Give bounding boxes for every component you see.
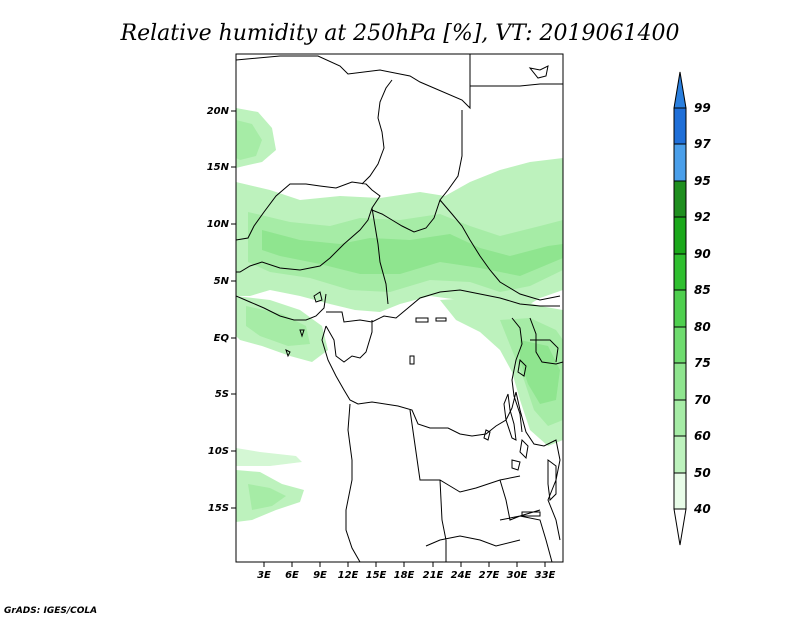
- lat-label: 15N: [207, 162, 230, 173]
- colorbar-bin-92-95: [673, 180, 687, 218]
- colorbar-bin-40-50: [673, 472, 687, 510]
- colorbar-label: 95: [694, 174, 711, 188]
- lake-outlines: [483, 358, 557, 502]
- map-title: Relative humidity at 250hPa [%], VT: 201…: [120, 21, 680, 46]
- grads-credit: GrADS: IGES/COLA: [4, 606, 97, 616]
- colorbar-bin-60-70: [673, 399, 687, 437]
- lon-label: 30E: [507, 570, 528, 581]
- lon-label: 27E: [479, 570, 500, 581]
- colorbar-bin-50-60: [673, 435, 687, 474]
- colorbar-label: 90: [694, 247, 711, 261]
- humidity-area-sw-small: [236, 448, 302, 466]
- colorbar-label: 97: [694, 137, 711, 151]
- lat-label: 10N: [207, 219, 230, 230]
- colorbar-label: 85: [694, 283, 711, 297]
- island-marks: [285, 65, 549, 517]
- lat-label: 20N: [207, 106, 230, 117]
- colorbar-label: 40: [693, 502, 711, 516]
- lon-label: 21E: [423, 570, 444, 581]
- humidity-area-sc-inner: [248, 484, 286, 510]
- lon-label: 6E: [285, 570, 299, 581]
- map-frame: [235, 53, 564, 563]
- humidity-fill: [236, 108, 563, 522]
- colorbar: 99 97 95 92 90 85 80 75 70 60 50 40: [673, 71, 711, 546]
- lon-label: 15E: [366, 570, 387, 581]
- colorbar-label: 80: [694, 320, 711, 334]
- colorbar-label: 92: [694, 210, 711, 224]
- colorbar-label: 75: [694, 356, 711, 370]
- colorbar-label: 70: [694, 393, 711, 407]
- lon-label: 33E: [535, 570, 556, 581]
- lon-axis: 3E 6E 9E 12E 15E 18E 21E 24E 27E 30E 33E: [257, 562, 556, 581]
- border-lines: [236, 54, 563, 562]
- lat-label: 5S: [215, 389, 229, 400]
- colorbar-bin-97-99: [673, 107, 687, 145]
- colorbar-bottom-triangle: [673, 508, 687, 546]
- lat-axis: 20N 15N 10N 5N EQ 5S 10S 15S: [207, 106, 236, 514]
- colorbar-bin-75-80: [673, 326, 687, 364]
- humidity-area-east-core: [520, 340, 560, 404]
- lon-label: 18E: [394, 570, 415, 581]
- lon-label: 12E: [338, 570, 359, 581]
- humidity-area-nw-inner: [236, 120, 262, 160]
- lat-label: 10S: [208, 446, 229, 457]
- lat-label: EQ: [214, 333, 230, 344]
- colorbar-label: 99: [694, 101, 711, 115]
- coastlines: [236, 54, 563, 562]
- colorbar-top-triangle: [673, 71, 687, 109]
- colorbar-bin-70-75: [673, 362, 687, 401]
- lat-label: 5N: [214, 276, 230, 287]
- lat-label: 15S: [208, 503, 229, 514]
- colorbar-label: 50: [694, 466, 711, 480]
- colorbar-label: 60: [694, 429, 711, 443]
- colorbar-bin-85-90: [673, 253, 687, 291]
- humidity-area-west-eq-inner: [246, 306, 310, 346]
- map-panel: 20N 15N 10N 5N EQ 5S 10S 15S: [207, 53, 564, 581]
- colorbar-bin-80-85: [673, 289, 687, 328]
- colorbar-bin-90-92: [673, 216, 687, 255]
- colorbar-bin-95-97: [673, 143, 687, 182]
- lon-label: 3E: [257, 570, 271, 581]
- humidity-band-core: [262, 230, 563, 276]
- lon-label: 9E: [313, 570, 327, 581]
- lon-label: 24E: [451, 570, 472, 581]
